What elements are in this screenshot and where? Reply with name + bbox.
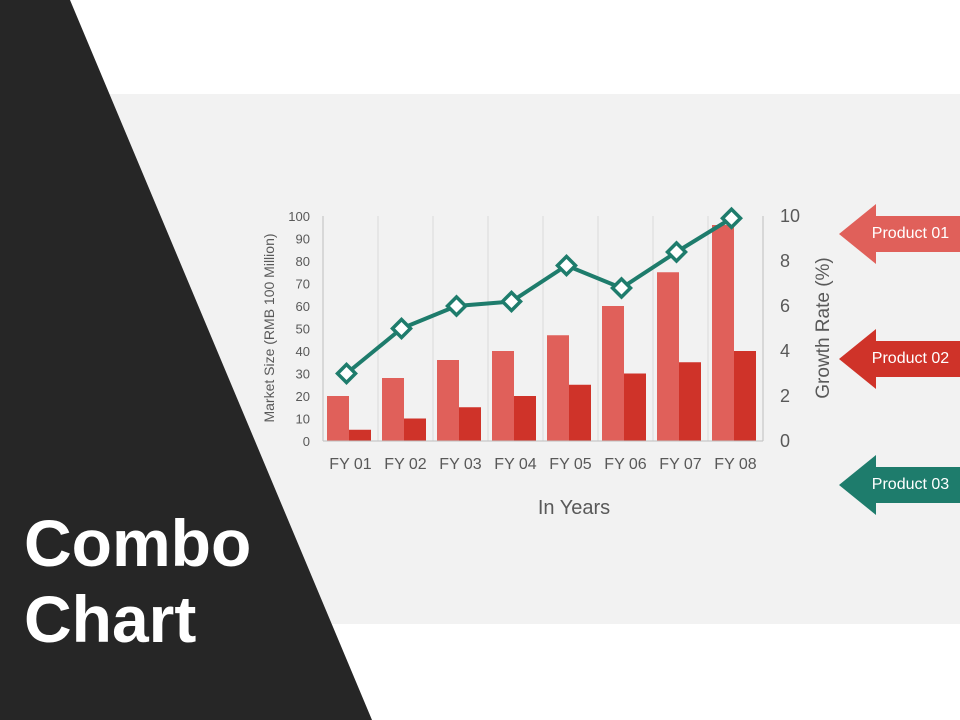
legend-tag-product-01: Product 01	[839, 204, 960, 264]
bar-product-01	[602, 306, 624, 441]
y2-tick-label: 4	[780, 341, 790, 361]
y-tick-label: 20	[296, 389, 310, 404]
arrow-left-tag-icon	[839, 455, 960, 515]
y2-tick-label: 6	[780, 296, 790, 316]
x-tick-label: FY 04	[494, 456, 537, 473]
legend-tag-product-02: Product 02	[839, 329, 960, 389]
y-tick-label: 50	[296, 322, 310, 337]
line-point	[390, 317, 413, 340]
legend-label-product-02: Product 02	[871, 350, 950, 367]
arrow-left-tag-icon	[839, 329, 960, 389]
line-point	[720, 206, 743, 230]
y-tick-label: 80	[296, 254, 310, 269]
chart-bars	[327, 225, 756, 441]
x-axis-title: In Years	[538, 497, 610, 519]
y-tick-label: 60	[296, 299, 310, 314]
legend-tag-product-03: Product 03	[839, 455, 960, 515]
bar-product-02	[459, 407, 481, 441]
y-tick-label: 30	[296, 367, 310, 382]
x-tick-label: FY 03	[439, 456, 482, 473]
y-tick-label: 0	[303, 434, 310, 449]
chart-grid	[377, 216, 709, 441]
bar-product-01	[382, 378, 404, 441]
bar-product-01	[327, 396, 349, 441]
x-tick-label: FY 06	[604, 456, 647, 473]
y-axis-title: Market Size (RMB 100 Million)	[261, 233, 277, 422]
x-tick-label: FY 07	[659, 456, 702, 473]
bar-product-02	[569, 384, 591, 441]
bar-product-01	[437, 360, 459, 441]
line-point	[335, 362, 358, 385]
line-point	[665, 240, 688, 264]
line-point	[500, 290, 523, 313]
page-title-line1: Combo	[24, 506, 252, 580]
line-series-product-03	[345, 216, 733, 376]
bar-product-02	[349, 429, 371, 441]
page-title-line2: Chart	[24, 582, 197, 656]
x-tick-label: FY 02	[384, 456, 427, 473]
y-tick-label: 90	[296, 232, 310, 247]
x-tick-label: FY 05	[549, 456, 592, 473]
y2-tick-label: 10	[780, 206, 800, 226]
line-point	[610, 276, 633, 300]
line-point	[555, 254, 578, 277]
growth-line	[335, 206, 743, 385]
bar-product-02	[734, 351, 756, 441]
bar-product-01	[492, 351, 514, 441]
y-tick-label: 10	[296, 412, 310, 427]
bar-product-01	[657, 272, 679, 441]
y2-tick-label: 0	[780, 431, 790, 451]
legend-label-product-03: Product 03	[871, 476, 950, 493]
bar-product-02	[514, 396, 536, 441]
y-tick-label: 70	[296, 277, 310, 292]
arrow-left-tag-icon	[839, 204, 960, 264]
bar-product-02	[679, 362, 701, 441]
legend-label-product-01: Product 01	[871, 225, 950, 242]
y2-tick-label: 8	[780, 251, 790, 271]
y-tick-label: 40	[296, 344, 310, 359]
bar-product-01	[547, 335, 569, 441]
x-tick-label: FY 08	[714, 456, 757, 473]
y2-tick-label: 2	[780, 386, 790, 406]
bar-product-02	[624, 373, 646, 441]
y-tick-label: 100	[288, 209, 310, 224]
page-title: Combo Chart	[24, 505, 324, 657]
chart-axes: 0 10 20 30 40 50 60 70 80 90 100 0 2 4 6 8 10 FY 01 FY 02 F…	[288, 206, 800, 473]
x-tick-label: FY 01	[329, 456, 372, 473]
y2-axis-title: Growth Rate (%)	[813, 257, 834, 398]
bar-product-02	[404, 418, 426, 441]
bar-product-01	[712, 225, 734, 441]
line-point	[445, 294, 468, 318]
